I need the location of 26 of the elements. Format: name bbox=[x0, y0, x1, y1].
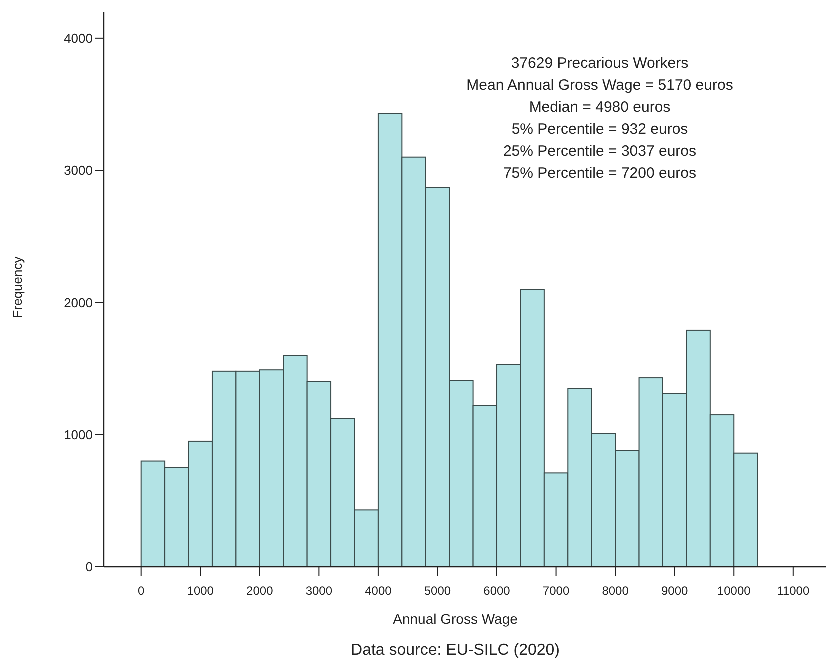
x-tick-label: 0 bbox=[138, 584, 145, 598]
source-note: Data source: EU-SILC (2020) bbox=[351, 642, 560, 659]
x-tick-label: 9000 bbox=[661, 584, 689, 598]
x-tick-label: 6000 bbox=[484, 584, 511, 598]
x-tick-label: 11000 bbox=[777, 584, 810, 598]
annotation: Median = 4980 euros bbox=[529, 99, 671, 116]
y-tick-label: 1000 bbox=[64, 427, 93, 442]
annotation: 5% Percentile = 932 euros bbox=[512, 121, 688, 138]
x-tick-label: 4000 bbox=[365, 584, 392, 598]
x-tick-label: 1000 bbox=[187, 584, 214, 598]
x-tick-label: 5000 bbox=[424, 584, 452, 598]
x-tick-label: 3000 bbox=[306, 584, 333, 598]
annotation: 25% Percentile = 3037 euros bbox=[503, 143, 697, 160]
x-tick-label: 7000 bbox=[542, 584, 570, 598]
y-tick-label: 0 bbox=[86, 560, 93, 575]
annotation: 37629 Precarious Workers bbox=[511, 55, 689, 72]
y-tick-label: 3000 bbox=[64, 163, 93, 178]
annotation: 75% Percentile = 7200 euros bbox=[503, 165, 697, 182]
x-tick-label: 2000 bbox=[246, 584, 274, 598]
x-tick-label: 10000 bbox=[717, 584, 752, 598]
x-tick-label: 8000 bbox=[602, 584, 630, 598]
y-axis-title: Frequency bbox=[10, 256, 25, 318]
annotation: Mean Annual Gross Wage = 5170 euros bbox=[466, 77, 734, 94]
x-axis-title: Annual Gross Wage bbox=[393, 611, 518, 627]
y-tick-label: 4000 bbox=[64, 30, 93, 46]
y-tick-label: 2000 bbox=[64, 295, 93, 310]
